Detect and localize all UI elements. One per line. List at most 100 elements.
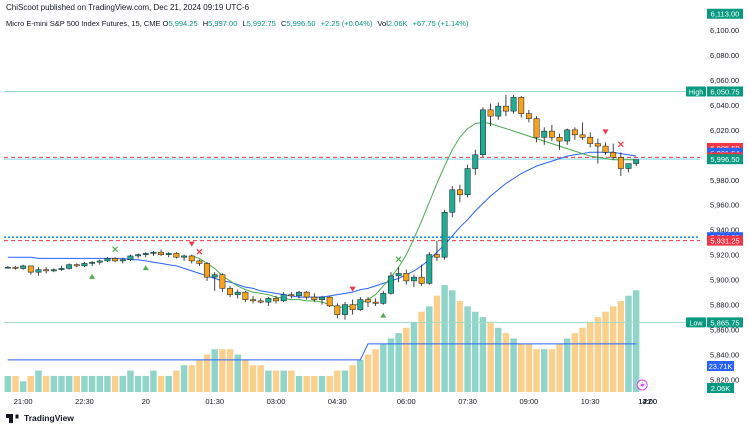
volume-bar	[111, 375, 119, 392]
candle-body	[150, 251, 157, 254]
candle-body	[188, 255, 195, 262]
candle-body	[541, 130, 548, 138]
volume-bar	[502, 333, 510, 392]
price-tag-label: Low	[690, 320, 704, 327]
volume-bar	[58, 375, 65, 392]
candle-body	[142, 253, 149, 255]
close-label: C	[280, 19, 287, 28]
volume-bar	[426, 306, 433, 392]
volume-bar	[326, 375, 333, 392]
candle-body	[211, 274, 218, 278]
y-tick-label: 6,020.00	[710, 126, 739, 135]
tradingview-logo-icon	[6, 413, 20, 423]
candle-body	[372, 301, 379, 304]
candle-body	[571, 129, 578, 136]
volume-bar	[257, 365, 264, 392]
price-label-box	[707, 86, 743, 97]
volume-bar	[211, 349, 218, 392]
price-label-box	[707, 317, 743, 328]
candle-body	[127, 255, 134, 260]
open-label: O	[162, 19, 169, 28]
tradingview-brand[interactable]: TradingView	[6, 413, 74, 423]
candle-body	[365, 299, 371, 303]
volume-bar	[341, 370, 349, 392]
volume-bar	[418, 311, 425, 392]
candle-body	[633, 159, 640, 164]
candle-body	[265, 298, 272, 303]
volume-label-box	[707, 361, 734, 371]
volume-bar	[196, 359, 203, 392]
sell-x-marker-icon	[196, 248, 203, 255]
volume-bar	[96, 375, 104, 392]
candle-body	[158, 251, 165, 255]
candle-body	[273, 298, 279, 302]
candle-body	[280, 294, 287, 302]
volume-label: 2.06K	[711, 384, 731, 393]
x-tick-label: 04:30	[328, 397, 347, 406]
x-tick-label: 07:30	[458, 397, 477, 406]
buy-x-marker-icon	[112, 246, 119, 253]
volume-bar	[142, 375, 149, 392]
candle-body	[135, 254, 142, 257]
price-label: 5,865.75	[710, 318, 739, 327]
volume-bar	[334, 370, 341, 392]
volume-bar	[180, 365, 188, 392]
volume-bar	[280, 370, 287, 392]
volume-bar	[357, 359, 364, 392]
candle-body	[50, 269, 57, 272]
volume-bar	[464, 306, 471, 392]
candle-body	[104, 258, 111, 262]
volume-bar	[165, 375, 172, 392]
candle-body	[58, 268, 65, 270]
y-tick-label: 5,960.00	[710, 201, 739, 210]
volume-bar	[104, 375, 111, 392]
candle-body	[35, 269, 42, 273]
volume-bar	[311, 375, 318, 392]
candle-body	[625, 163, 632, 169]
sell-marker-icon	[349, 286, 356, 292]
x-tick-label: 01:30	[205, 397, 224, 406]
volume-bar	[525, 343, 533, 392]
candle-body	[96, 260, 103, 263]
candle-body	[349, 304, 356, 310]
volume-bar	[410, 322, 418, 392]
volume-bar	[4, 375, 12, 392]
volume-ma-line	[7, 343, 637, 361]
volume-bar	[563, 338, 571, 392]
candle-body	[204, 263, 210, 278]
volume-bar	[288, 370, 295, 392]
candle-body	[388, 275, 394, 294]
candle-body	[319, 296, 325, 300]
candle-body	[495, 105, 502, 117]
volume-bar	[380, 343, 387, 392]
volume-bar	[242, 359, 249, 392]
volume-bar	[586, 322, 594, 392]
candle-body	[119, 259, 126, 262]
candle-body	[556, 137, 563, 142]
low-value: 5,992.75	[246, 19, 276, 28]
volume-bar	[188, 365, 195, 392]
candle-body	[27, 265, 34, 273]
candle-body	[403, 273, 410, 282]
candle-body	[89, 261, 96, 264]
close-value: 5,996.50	[286, 19, 316, 28]
volume-bar	[540, 349, 548, 392]
sell-marker-icon	[602, 129, 609, 135]
volume-bar	[119, 375, 126, 392]
lightning-bolt-icon	[640, 381, 645, 389]
x-tick-label: 03:00	[267, 397, 286, 406]
candle-body	[43, 269, 50, 272]
candle-body	[510, 97, 517, 112]
candle-body	[20, 265, 27, 269]
x-tick-label: 12:00	[638, 397, 657, 406]
volume-bar	[219, 349, 226, 392]
x-tick-label: 22	[643, 397, 651, 406]
volume-bar	[88, 375, 96, 392]
price-tag-box	[686, 86, 706, 97]
volume-bar	[349, 365, 356, 392]
candle-body	[610, 152, 617, 158]
y-tick-label: 5,940.00	[710, 226, 739, 235]
volume-bar	[42, 375, 50, 392]
y-tick-label: 6,080.00	[710, 51, 739, 60]
